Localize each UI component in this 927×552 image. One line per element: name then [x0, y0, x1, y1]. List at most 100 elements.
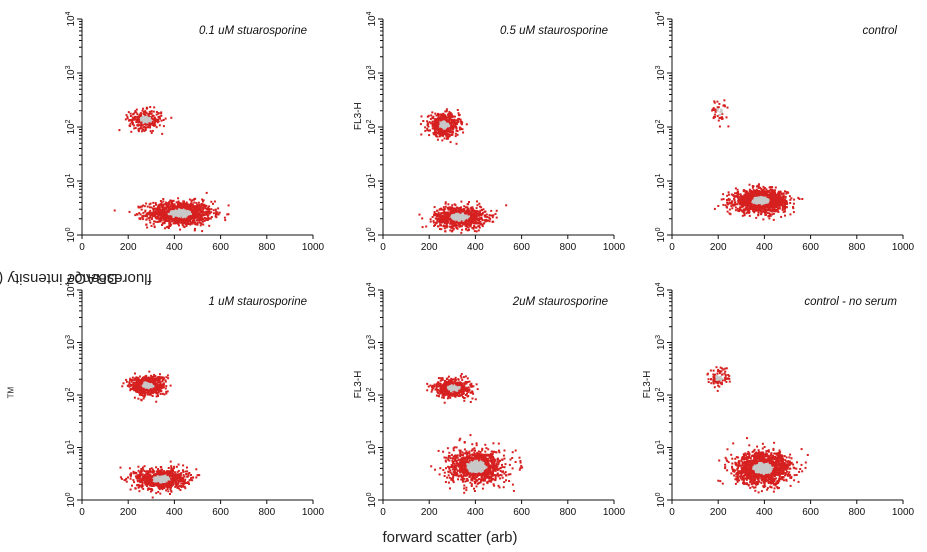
data-point: [175, 201, 178, 204]
data-point: [166, 205, 169, 208]
data-point: [461, 228, 464, 231]
data-point: [175, 214, 178, 217]
data-point: [475, 230, 478, 233]
data-point: [158, 220, 161, 223]
data-point: [785, 206, 788, 208]
data-point: [199, 221, 202, 224]
data-point: [208, 211, 211, 213]
data-point: [470, 206, 473, 209]
data-point: [443, 114, 446, 117]
data-point: [141, 482, 144, 485]
data-point: [166, 214, 169, 217]
data-point: [716, 100, 719, 103]
data-point: [748, 204, 751, 207]
y-tick-label: 104: [366, 11, 378, 26]
data-point: [202, 223, 205, 226]
data-point: [180, 206, 183, 209]
data-point: [451, 214, 454, 217]
data-point: [470, 207, 473, 210]
data-point: [152, 222, 155, 225]
data-point: [752, 185, 755, 188]
data-point: [783, 207, 786, 210]
data-point: [726, 199, 728, 201]
data-point: [434, 127, 437, 129]
data-point: [755, 209, 758, 212]
data-point: [442, 116, 445, 119]
data-point: [164, 220, 166, 223]
data-point: [477, 212, 480, 215]
data-point: [768, 217, 771, 220]
data-point: [459, 211, 462, 214]
data-point: [126, 117, 129, 120]
data-point: [174, 217, 177, 220]
data-point: [768, 206, 771, 209]
data-point: [175, 212, 178, 215]
data-point: [171, 203, 173, 205]
data-point: [162, 221, 165, 224]
data-point: [192, 221, 195, 224]
data-point: [738, 198, 741, 201]
data-point: [778, 205, 781, 208]
data-point: [443, 207, 446, 210]
data-point: [777, 207, 780, 210]
data-point: [482, 208, 485, 211]
data-point: [447, 215, 450, 218]
data-point: [427, 122, 430, 125]
data-point: [160, 205, 163, 208]
data-point: [439, 218, 442, 221]
data-point: [145, 202, 148, 205]
data-point: [457, 118, 460, 121]
data-point: [774, 197, 777, 200]
data-point: [438, 117, 441, 120]
data-point: [430, 114, 433, 117]
x-tick-label: 800: [258, 242, 275, 253]
data-point: [734, 187, 737, 190]
data-point: [177, 210, 180, 213]
data-point: [440, 130, 443, 133]
data-point: [141, 109, 144, 112]
data-point: [450, 113, 453, 116]
data-point: [486, 216, 489, 218]
data-point: [170, 220, 173, 223]
data-point: [178, 224, 180, 227]
data-point: [456, 123, 459, 126]
panel-title: control: [862, 25, 897, 37]
data-point: [444, 218, 447, 221]
data-point: [187, 213, 190, 216]
data-point: [741, 205, 744, 208]
data-point: [169, 211, 172, 214]
data-point: [149, 122, 152, 125]
data-point: [440, 129, 443, 132]
data-point: [442, 128, 445, 131]
data-point: [170, 116, 173, 119]
data-point: [124, 118, 127, 121]
data-point: [447, 123, 450, 125]
data-point: [455, 220, 458, 223]
data-point: [190, 216, 192, 219]
data-point: [171, 218, 174, 220]
data-point: [186, 217, 189, 220]
data-point: [751, 186, 754, 189]
data-point: [740, 194, 742, 197]
data-point: [734, 192, 736, 195]
x-tick-label: 1000: [892, 242, 915, 253]
data-point: [773, 204, 776, 206]
data-point: [454, 222, 457, 225]
data-point: [774, 200, 777, 203]
data-point: [129, 122, 132, 125]
data-point: [444, 123, 447, 126]
data-point: [195, 202, 198, 205]
data-point: [432, 220, 435, 223]
data-point: [733, 197, 735, 200]
scatter-points: [711, 99, 804, 221]
data-point: [445, 122, 448, 125]
data-point: [729, 213, 732, 216]
data-point: [218, 211, 221, 214]
data-point: [477, 222, 480, 225]
data-point: [191, 217, 194, 219]
data-point: [716, 106, 719, 109]
data-point: [207, 216, 210, 219]
data-point: [153, 116, 156, 119]
data-point: [779, 195, 782, 198]
